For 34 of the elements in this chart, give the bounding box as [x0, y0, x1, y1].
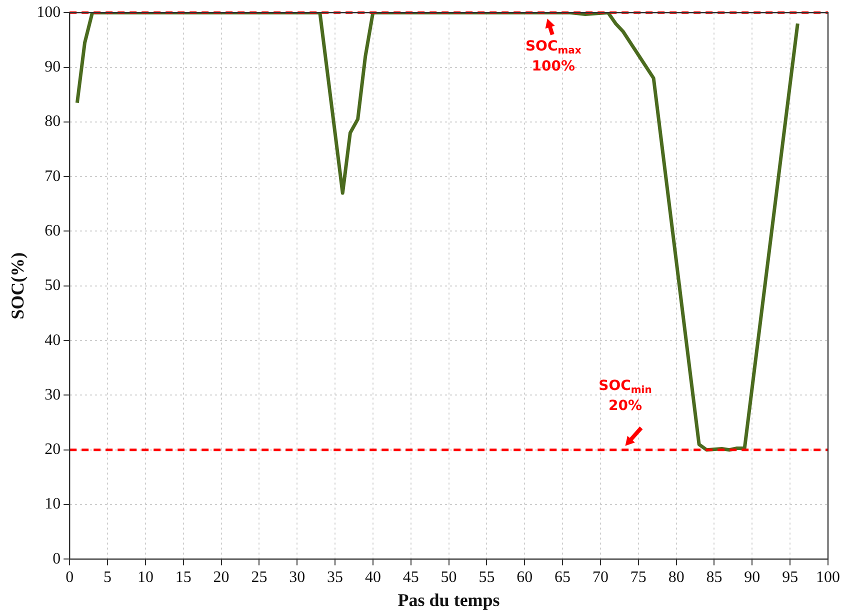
y-tick-label: 70 [44, 168, 61, 185]
x-tick-label: 0 [66, 569, 74, 586]
y-tick-label: 60 [44, 222, 61, 240]
x-tick-label: 70 [592, 569, 608, 586]
x-tick-label: 80 [668, 569, 684, 586]
y-tick-label: 10 [44, 496, 61, 513]
x-tick-label: 90 [744, 569, 760, 586]
y-tick-label: 90 [44, 58, 61, 76]
x-tick-label: 20 [213, 569, 230, 586]
x-tick-label: 75 [630, 569, 646, 586]
y-tick-label: 80 [44, 113, 61, 130]
x-tick-label: 100 [816, 569, 840, 586]
x-tick-label: 60 [516, 569, 533, 586]
x-tick-label: 10 [137, 569, 154, 586]
y-axis-title: SOC(%) [7, 252, 28, 320]
x-tick-label: 25 [251, 569, 268, 586]
x-tick-label: 45 [402, 569, 419, 586]
x-tick-label: 35 [327, 569, 344, 586]
y-tick-label: 50 [44, 277, 61, 294]
x-tick-label: 15 [175, 569, 192, 586]
y-tick-label: 40 [44, 332, 61, 349]
x-tick-label: 5 [104, 569, 112, 586]
x-tick-label: 30 [289, 569, 306, 586]
x-axis-title: Pas du temps [398, 590, 500, 610]
y-tick-label: 100 [36, 4, 61, 21]
y-tick-label: 20 [44, 441, 61, 458]
y-tick-label: 30 [44, 386, 61, 404]
x-tick-label: 50 [440, 569, 457, 586]
x-tick-label: 65 [554, 569, 571, 586]
x-tick-label: 95 [782, 569, 798, 586]
x-tick-label: 85 [706, 569, 722, 586]
x-tick-label: 40 [364, 569, 381, 586]
x-tick-label: 55 [478, 569, 495, 586]
y-tick-label: 0 [52, 550, 61, 568]
